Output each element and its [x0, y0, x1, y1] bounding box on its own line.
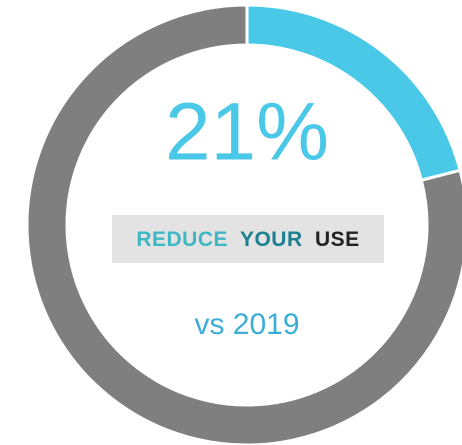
- logo-banner: [112, 215, 384, 263]
- logo-part: REDUCE: [136, 228, 228, 251]
- logo-part: YOUR: [240, 228, 303, 251]
- center-value-label: 21%: [165, 87, 329, 178]
- logo-part: USE: [315, 228, 360, 251]
- donut-segment: [25, 3, 462, 445]
- logo: REDUCE YOUR USE: [136, 228, 359, 251]
- donut: [25, 3, 462, 445]
- subtitle: vs 2019: [194, 308, 299, 341]
